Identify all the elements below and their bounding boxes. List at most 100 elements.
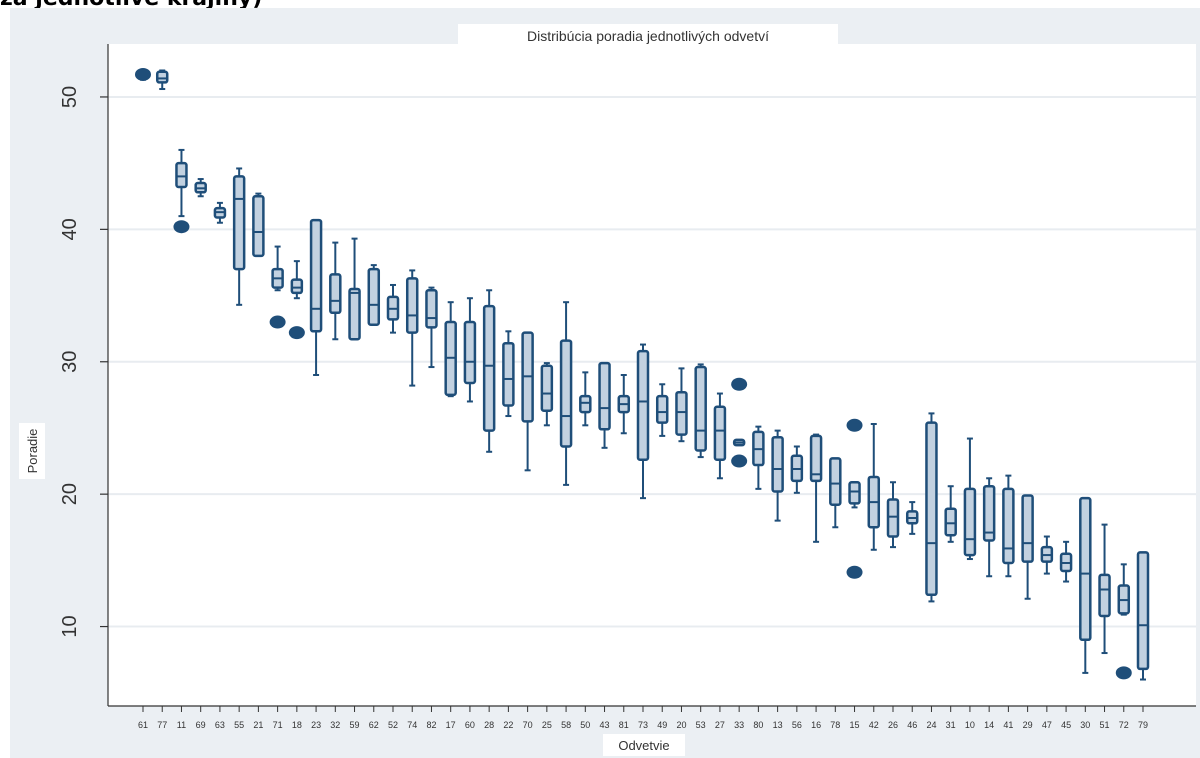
box-iqr: [290, 278, 304, 295]
box-iqr: [598, 361, 611, 431]
x-tick-label-56: 56: [792, 720, 802, 730]
boxplot-chart: Distribúcia poradia jednotlivých odvetví…: [19, 24, 1196, 756]
x-tick-label-25: 25: [542, 720, 552, 730]
box-55: [232, 167, 246, 306]
box-iqr: [848, 480, 861, 505]
box-33: [731, 377, 748, 468]
outlier-point: [846, 418, 863, 432]
box-63: [213, 201, 227, 224]
x-tick-label-27: 27: [715, 720, 725, 730]
box-26: [886, 481, 900, 549]
x-tick-label-81: 81: [619, 720, 629, 730]
box-iqr: [175, 161, 188, 189]
x-tick-label-13: 13: [773, 720, 783, 730]
outlier-point: [846, 565, 863, 579]
box-iqr: [309, 218, 323, 333]
box-50: [579, 371, 592, 427]
x-tick-label-73: 73: [638, 720, 648, 730]
box-11: [173, 148, 190, 234]
x-tick-label-62: 62: [369, 720, 379, 730]
box-78: [829, 457, 842, 529]
x-tick-label-41: 41: [1003, 720, 1013, 730]
box-iqr: [540, 364, 554, 412]
chart-frame: Distribúcia poradia jednotlivých odvetví…: [10, 8, 1200, 758]
box-82: [425, 286, 438, 369]
x-tick-label-33: 33: [734, 720, 744, 730]
x-tick-label-26: 26: [888, 720, 898, 730]
box-60: [463, 297, 477, 403]
box-77: [155, 69, 169, 91]
box-14: [982, 477, 996, 578]
x-tick-label-42: 42: [869, 720, 879, 730]
x-tick-label-46: 46: [907, 720, 917, 730]
x-tick-label-20: 20: [676, 720, 686, 730]
x-tick-label-32: 32: [330, 720, 340, 730]
box-45: [1059, 540, 1073, 583]
box-29: [1021, 494, 1034, 600]
outlier-point: [288, 326, 305, 340]
x-tick-label-53: 53: [696, 720, 706, 730]
box-28: [482, 289, 496, 453]
x-tick-label-71: 71: [273, 720, 283, 730]
outlier-point: [731, 454, 748, 468]
box-iqr: [771, 435, 784, 493]
box-20: [675, 367, 688, 443]
chart-title-box: [458, 24, 838, 48]
x-tick-label-23: 23: [311, 720, 321, 730]
outlier-point: [173, 220, 190, 234]
box-30: [1079, 496, 1092, 674]
box-17: [444, 301, 457, 398]
boxes: [135, 67, 1150, 681]
y-tick-label-30: 30: [59, 351, 81, 373]
x-tick-label-50: 50: [580, 720, 590, 730]
box-iqr: [886, 498, 900, 538]
box-iqr: [425, 289, 438, 329]
x-tick-label-31: 31: [946, 720, 956, 730]
box-69: [194, 178, 207, 198]
x-tick-label-51: 51: [1100, 720, 1110, 730]
x-tick-label-58: 58: [561, 720, 571, 730]
box-52: [386, 283, 400, 334]
box-10: [963, 437, 977, 561]
box-74: [405, 269, 419, 387]
box-23: [309, 218, 323, 376]
box-13: [771, 429, 784, 522]
box-iqr: [694, 365, 707, 452]
outlier-point: [269, 315, 286, 329]
x-tick-label-22: 22: [503, 720, 513, 730]
box-iqr: [232, 175, 246, 271]
outlier-point: [1115, 666, 1132, 680]
x-tick-label-59: 59: [350, 720, 360, 730]
x-tick-label-69: 69: [196, 720, 206, 730]
box-73: [636, 343, 650, 500]
y-tick-label-50: 50: [59, 86, 81, 108]
x-tick-label-47: 47: [1042, 720, 1052, 730]
box-iqr: [1021, 494, 1034, 563]
box-iqr: [155, 70, 169, 84]
box-iqr: [1098, 573, 1111, 618]
box-41: [1002, 474, 1015, 578]
box-58: [559, 301, 573, 486]
box-iqr: [329, 273, 342, 315]
x-tick-label-18: 18: [292, 720, 302, 730]
y-axis-ticks: 10 20 30 40 50: [59, 86, 108, 638]
box-iqr: [1002, 487, 1015, 565]
box-iqr: [482, 304, 496, 432]
box-61: [135, 67, 151, 81]
box-71: [269, 245, 286, 329]
box-31: [944, 485, 957, 543]
box-iqr: [559, 339, 573, 448]
gridlines: [108, 95, 1196, 628]
document-caption-fragment: za jednotlivé krajiny): [0, 0, 262, 11]
outlier-point: [135, 67, 151, 81]
box-21: [252, 192, 265, 258]
x-tick-label-28: 28: [484, 720, 494, 730]
y-tick-label-10: 10: [59, 615, 81, 637]
x-tick-label-21: 21: [253, 720, 263, 730]
box-59: [348, 237, 361, 341]
box-46: [905, 501, 919, 535]
box-iqr: [944, 507, 957, 537]
box-iqr: [925, 421, 938, 597]
x-tick-label-10: 10: [965, 720, 975, 730]
box-43: [598, 361, 611, 449]
